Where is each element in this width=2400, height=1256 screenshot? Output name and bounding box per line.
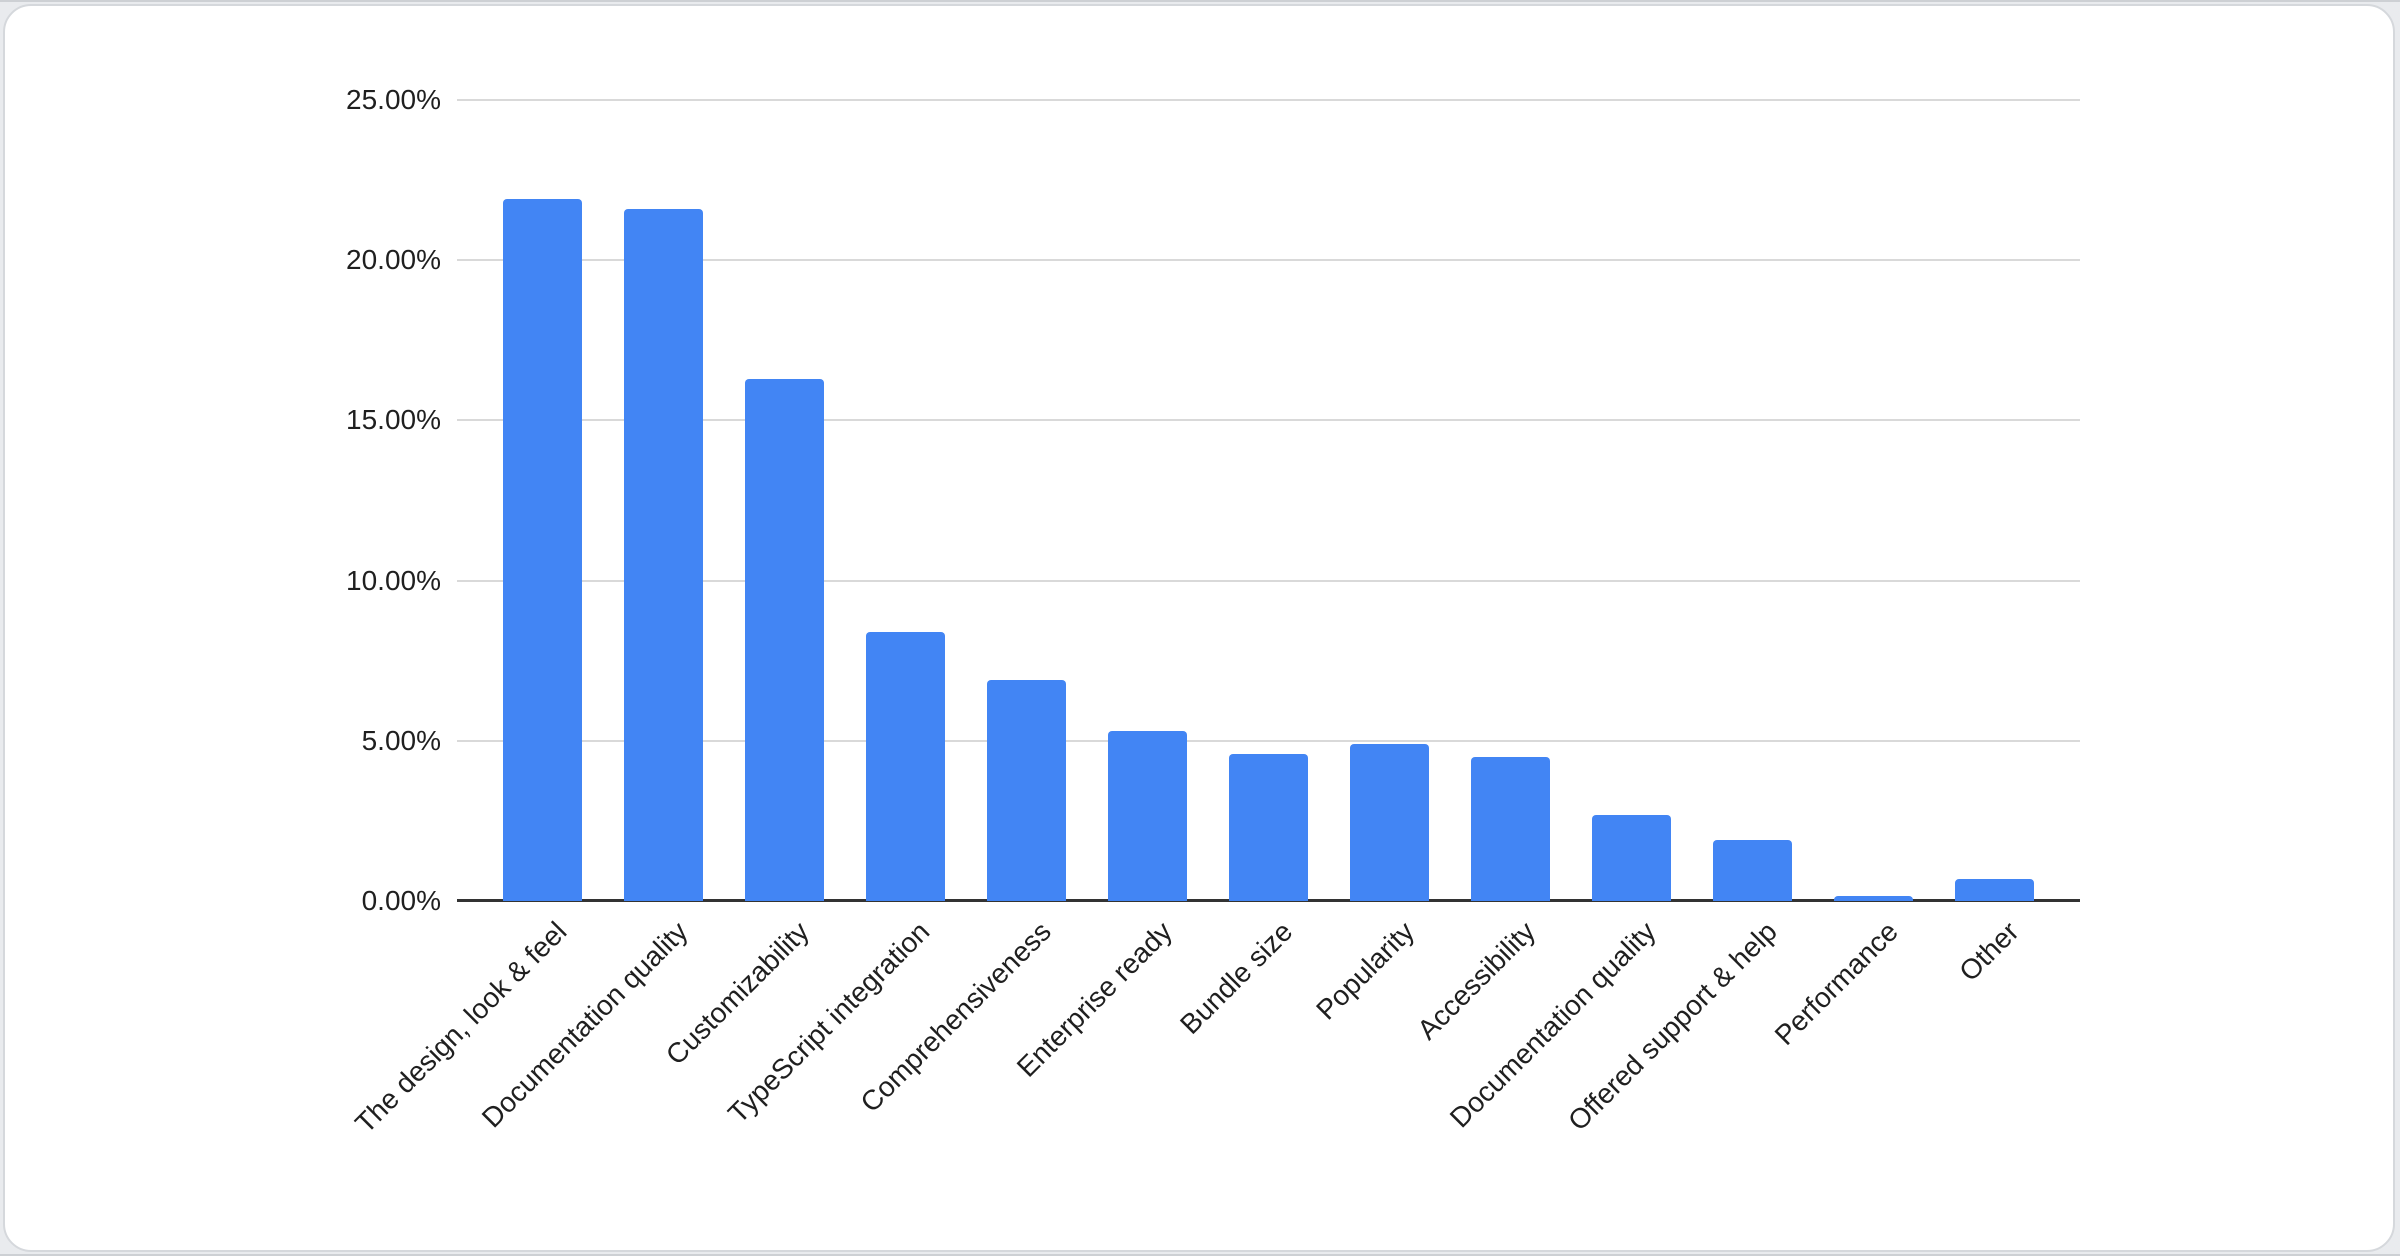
y-tick-label: 5.00% [361, 724, 441, 756]
bar-chart: 0.00% 5.00% 10.00% 15.00% 20.00% 25.00% The d… [5, 6, 2393, 1250]
x-tick-label: Documentation quality [475, 915, 694, 1134]
y-tick-label: 20.00% [346, 244, 441, 276]
plot-area [457, 99, 2080, 902]
chart-card: 0.00% 5.00% 10.00% 15.00% 20.00% 25.00% The d… [3, 4, 2395, 1252]
frame-border-bottom [0, 1254, 2400, 1256]
x-tick-label: Popularity [1309, 915, 1420, 1026]
x-tick-label: Documentation quality [1444, 915, 1662, 1134]
bar [1833, 896, 1913, 901]
bar [1470, 756, 1550, 901]
y-tick-label: 10.00% [346, 564, 441, 596]
bar [1954, 878, 2034, 901]
y-tick-label: 0.00% [361, 885, 441, 916]
gridline [457, 259, 2080, 262]
bar [502, 199, 582, 901]
x-tick-label: Performance [1768, 915, 1905, 1051]
x-tick-label: Accessibility [1411, 915, 1541, 1046]
x-tick-label: The design, look & feel [349, 915, 573, 1140]
bar [1591, 814, 1671, 901]
bar [1228, 753, 1308, 901]
bar [1107, 731, 1187, 901]
gridline [457, 419, 2080, 422]
bar [623, 208, 703, 901]
frame-border-top [0, 0, 2400, 2]
x-tick-label: Other [1953, 915, 2026, 988]
y-tick-label: 25.00% [346, 84, 441, 115]
bar [1349, 744, 1429, 901]
bar [1712, 840, 1792, 901]
x-tick-label: Offered support & help [1562, 915, 1784, 1137]
gridline [457, 579, 2080, 582]
bar [744, 378, 824, 901]
gridline [457, 99, 2080, 101]
x-tick-label: TypeScript integration [722, 915, 936, 1130]
x-tick-label: Bundle size [1174, 915, 1299, 1040]
bar [986, 679, 1066, 901]
gridline [457, 739, 2080, 742]
bar [865, 631, 945, 901]
y-tick-label: 15.00% [346, 404, 441, 436]
